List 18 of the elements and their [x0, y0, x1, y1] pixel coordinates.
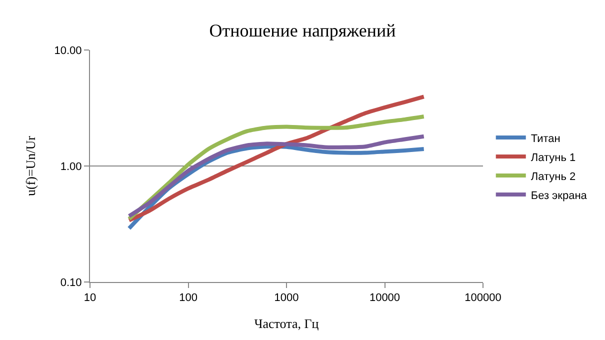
legend-label: Без экрана: [530, 190, 588, 202]
legend-label: Латунь 1: [530, 152, 576, 164]
line-series: [127, 114, 426, 221]
y-tick-label: 10.00: [54, 44, 82, 57]
y-tick-label: 0.10: [60, 276, 82, 289]
x-tick-label: 10: [84, 292, 96, 304]
y-axis-title: u(f)=Un/Ur: [23, 135, 38, 196]
legend-label: Титан: [530, 132, 560, 145]
y-tick-label: 1.00: [60, 160, 82, 173]
x-tick-label: 1000: [274, 292, 299, 304]
x-tick-label: 10000: [369, 292, 400, 304]
x-axis-title: Частота, Гц: [254, 316, 319, 331]
legend-label: Латунь 2: [530, 170, 576, 183]
x-tick-label: 100000: [464, 292, 502, 304]
line-series: [127, 94, 426, 222]
chart-title: Отношение напряжений: [209, 20, 396, 40]
line-series: [127, 134, 426, 218]
x-tick-label: 100: [179, 292, 198, 304]
